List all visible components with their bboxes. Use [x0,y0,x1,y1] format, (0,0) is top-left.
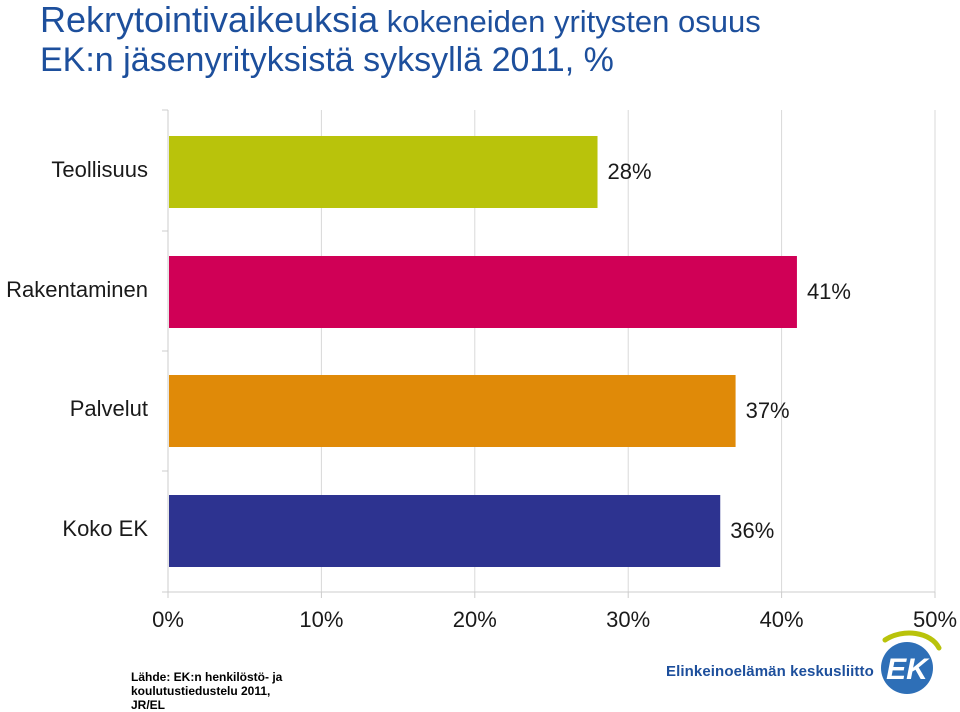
source-note: Lähde: EK:n henkilöstö- ja koulutustiedu… [131,670,291,712]
category-label-1: Rakentaminen [6,277,148,302]
value-label-3: 36% [730,518,774,543]
x-tick-label-0: 0% [152,607,184,632]
value-label-1: 41% [807,279,851,304]
x-tick-label-30: 30% [606,607,650,632]
ek-logo-icon: EK [881,630,942,694]
source-line-1: Lähde: EK:n henkilöstö- ja [131,670,283,684]
logo-text: EK [886,653,930,686]
category-label-3: Koko EK [62,516,148,541]
source-line-2: koulutustiedustelu 2011, [131,684,271,698]
bar-0 [169,136,598,208]
title-line-2: EK:n jäsenyrityksistä syksyllä 2011, % [40,41,614,79]
title-line-1: Rekrytointivaikeuksia kokeneiden yrityst… [40,0,761,48]
category-label-2: Palvelut [70,396,148,421]
x-tick-label-50: 50% [913,607,957,632]
bar-3 [169,495,721,567]
title-sub: kokeneiden yritysten osuus [378,4,761,39]
x-tick-label-20: 20% [453,607,497,632]
category-label-0: Teollisuus [51,157,148,182]
bar-2 [169,375,736,447]
x-tick-label-40: 40% [760,607,804,632]
title-main: Rekrytointivaikeuksia [40,0,379,40]
source-line-3: JR/EL [131,698,166,712]
brand-name: Elinkeinoelämän keskusliitto [666,663,874,680]
value-label-0: 28% [608,159,652,184]
bar-1 [169,256,797,328]
x-tick-label-10: 10% [299,607,343,632]
value-label-2: 37% [746,398,790,423]
